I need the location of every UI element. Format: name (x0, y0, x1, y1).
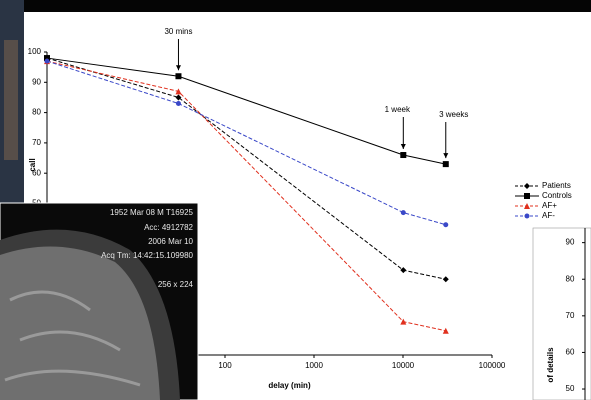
series-line (46, 57, 446, 280)
photo-detail (4, 40, 18, 160)
marker (175, 88, 182, 95)
annotation: 30 mins (164, 27, 192, 36)
y-tick-label: 80 (32, 108, 41, 117)
series-line (46, 60, 446, 332)
second-y-tick-label: 90 (566, 238, 575, 247)
second-y-tick-label: 70 (566, 311, 575, 320)
mri-text: 2006 Mar 10 (148, 237, 193, 246)
mri-text: Acc: 4912782 (144, 223, 193, 232)
top-bar (0, 0, 591, 12)
y-axis-title: call (28, 158, 37, 171)
x-tick-label: 100 (218, 361, 232, 370)
mri-text: Acq Tm: 14:42:15.109980 (101, 251, 193, 260)
second-y-tick-label: 60 (566, 348, 575, 357)
marker (524, 193, 530, 199)
arrow-head (443, 153, 449, 159)
marker (400, 210, 406, 216)
x-tick-label: 100000 (479, 361, 506, 370)
x-axis-title: delay (min) (268, 381, 311, 390)
marker (175, 94, 182, 101)
second-chart: 90 80 70 60 50 of details (532, 227, 591, 400)
second-y-axis-title: of details (546, 347, 555, 383)
x-tick-label: 10000 (392, 361, 415, 370)
marker (443, 222, 449, 228)
second-y-tick-label: 80 (566, 274, 575, 283)
y-tick-label: 100 (28, 47, 42, 56)
marker (442, 327, 449, 334)
mri-text: 1952 Mar 08 M T16925 (110, 208, 194, 217)
marker (442, 276, 449, 283)
marker (400, 318, 407, 325)
marker (442, 161, 449, 168)
marker (400, 267, 407, 274)
arrow-head (175, 65, 181, 71)
y-tick-label: 60 (32, 168, 41, 177)
annotation: 3 weeks (439, 110, 468, 119)
series-line (46, 57, 446, 165)
marker (175, 73, 182, 80)
marker (524, 183, 530, 189)
legend-label: AF- (542, 211, 555, 220)
annotation: 1 week (385, 105, 411, 114)
marker (524, 213, 530, 219)
y-tick-label: 90 (32, 77, 41, 86)
x-tick-label: 1000 (305, 361, 323, 370)
legend-label: AF+ (542, 201, 557, 210)
marker (400, 152, 407, 159)
brain-folds (4, 290, 141, 387)
second-chart-panel (532, 227, 591, 400)
arrow-head (400, 144, 406, 150)
y-tick-label: 70 (32, 138, 41, 147)
mri-text: 256 x 224 (158, 280, 194, 289)
legend-label: Controls (542, 191, 572, 200)
second-y-tick-label: 50 (566, 384, 575, 393)
legend-label: Patients (542, 181, 571, 190)
mri-overlay: 1952 Mar 08 M T16925 Acc: 4912782 2006 Mar… (0, 202, 199, 400)
marker (175, 101, 181, 107)
marker (44, 55, 50, 62)
brain-tissue (0, 246, 160, 400)
marker (524, 203, 530, 209)
series-line (46, 60, 446, 226)
marker (44, 58, 50, 64)
